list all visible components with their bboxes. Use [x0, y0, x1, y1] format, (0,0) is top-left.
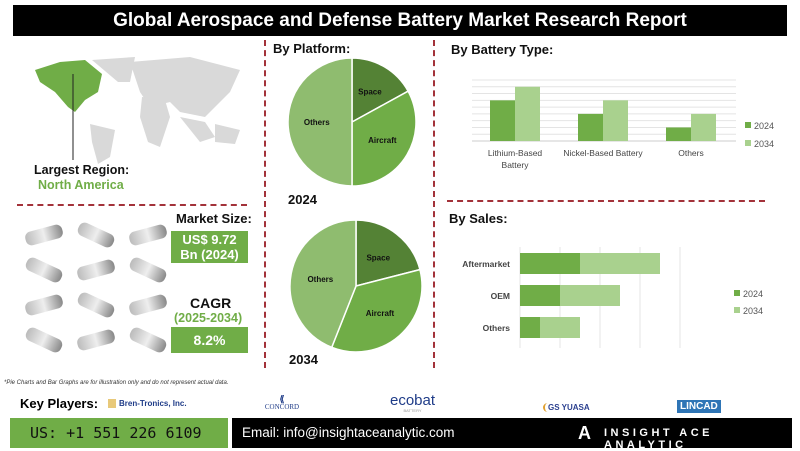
aircraft-icon — [127, 293, 169, 317]
battery-type-chart: Lithium-Based Battery Nickel-Based Battery… — [472, 79, 774, 170]
legend-swatch — [745, 140, 751, 146]
largest-region-value: North America — [38, 178, 124, 192]
cagr-period: (2025-2034) — [174, 311, 243, 325]
market-size-value: US$ 9.72 Bn (2024) — [171, 231, 248, 263]
ecobat-sub: BATTERY — [403, 408, 422, 413]
pie-chart-2034: Space Aircraft Others — [289, 219, 423, 353]
category-label: Lithium-Based — [488, 148, 543, 158]
pie-label: Others — [304, 118, 330, 127]
legend-label: 2024 — [754, 121, 774, 131]
logo-ecobat: ecobat BATTERY — [390, 393, 435, 413]
aircraft-icon — [75, 258, 117, 282]
concord-text: CONCORD — [264, 403, 300, 411]
aircraft-icon — [75, 220, 117, 250]
pie-slice-others — [289, 219, 357, 349]
key-players-label: Key Players: — [20, 396, 99, 411]
footer-bar: Email: info@insightaceanalytic.com A INS… — [232, 418, 792, 451]
pie-slice-others — [287, 57, 353, 187]
aircraft-icon — [75, 290, 117, 320]
pie-slice-space — [355, 219, 421, 287]
pie-chart-2024: Space Aircraft Others — [287, 57, 417, 187]
sales-chart: Aftermarket OEM Others 2024 2034 — [462, 247, 763, 348]
brand-name: INSIGHT ACE ANALYTIC — [604, 427, 713, 451]
pie-caption-2024: 2024 — [288, 192, 317, 207]
legend-label: 2024 — [743, 289, 763, 299]
email-link[interactable]: Email: info@insightaceanalytic.com — [242, 425, 455, 440]
legend-swatch — [734, 307, 740, 313]
divider — [433, 40, 435, 368]
pie-label: Space — [358, 88, 382, 97]
category-label: Others — [483, 323, 511, 333]
aircraft-icon — [75, 328, 117, 352]
pie-label: Aircraft — [366, 309, 395, 318]
logo-bren-tronics: Bren-Tronics, Inc. — [108, 399, 187, 408]
legend-swatch — [734, 290, 740, 296]
report-title: Global Aerospace and Defense Battery Mar… — [13, 5, 787, 36]
ecobat-text: ecobat — [390, 392, 436, 409]
divider — [17, 204, 247, 206]
bar-2034 — [580, 253, 660, 274]
pie-caption-2034: 2034 — [289, 352, 318, 367]
insightace-logo-icon: A — [578, 423, 591, 443]
platform-title: By Platform: — [273, 41, 351, 56]
market-size-line2: Bn (2024) — [180, 247, 239, 262]
bar-2034 — [603, 100, 628, 141]
aircraft-icon — [127, 223, 169, 247]
cagr-label: CAGR — [190, 295, 232, 311]
logo-gs-yuasa: GS YUASA — [543, 403, 590, 412]
battery-type-title: By Battery Type: — [451, 42, 554, 57]
largest-region-label: Largest Region: — [34, 163, 130, 177]
bar-2024 — [490, 100, 515, 141]
aircraft-icon — [23, 223, 65, 247]
world-map — [35, 57, 240, 164]
logo-concord: ⟪ CONCORD — [262, 395, 302, 412]
logo-lincad: LINCAD — [677, 400, 721, 413]
pie-slice-space — [351, 57, 410, 124]
aircraft-icons-grid — [20, 218, 170, 355]
category-label: Nickel-Based Battery — [563, 148, 643, 158]
pie-label: Others — [307, 275, 333, 284]
bar-2034 — [515, 86, 540, 141]
bar-2024 — [520, 253, 580, 274]
category-label: OEM — [491, 291, 510, 301]
footnote: *Pie Charts and Bar Graphs are for illus… — [4, 380, 229, 386]
market-size-label: Market Size: — [176, 211, 252, 226]
phone-number[interactable]: US: +1 551 226 6109 — [10, 418, 228, 448]
bar-2034 — [540, 317, 580, 338]
aircraft-icon — [127, 255, 169, 285]
pie-slice-aircraft — [351, 90, 417, 187]
aircraft-icon — [23, 255, 65, 285]
divider — [264, 40, 266, 368]
pie-label: Space — [366, 253, 390, 262]
legend-label: 2034 — [743, 306, 763, 316]
category-label: Battery — [502, 160, 530, 170]
bar-2034 — [691, 113, 716, 141]
bar-2024 — [520, 285, 560, 306]
pie-label: Aircraft — [368, 136, 397, 145]
aircraft-icon — [23, 293, 65, 317]
bar-2024 — [666, 127, 691, 141]
aircraft-icon — [127, 325, 169, 355]
pie-slice-aircraft — [330, 268, 423, 353]
market-size-line1: US$ 9.72 — [182, 232, 237, 247]
cagr-value: 8.2% — [171, 327, 248, 353]
category-label: Aftermarket — [462, 259, 510, 269]
legend-label: 2034 — [754, 139, 774, 149]
category-label: Others — [678, 148, 704, 158]
legend-swatch — [745, 122, 751, 128]
bar-2034 — [560, 285, 620, 306]
bar-2024 — [578, 113, 603, 141]
divider — [447, 200, 765, 202]
bar-2024 — [520, 317, 540, 338]
sales-title: By Sales: — [449, 211, 508, 226]
aircraft-icon — [23, 325, 65, 355]
